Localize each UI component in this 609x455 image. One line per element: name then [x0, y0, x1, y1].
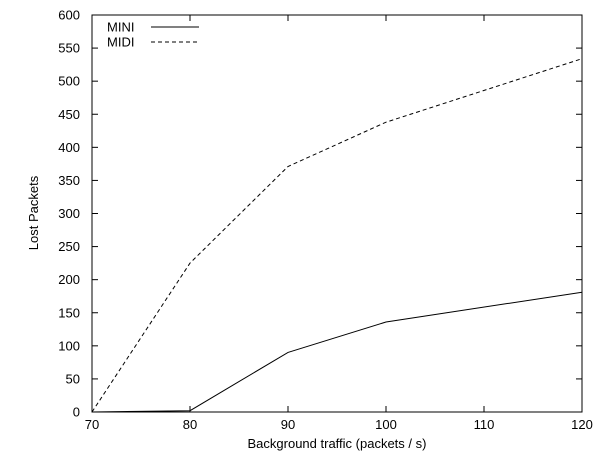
y-tick-label: 400 — [58, 140, 80, 155]
y-tick-label: 300 — [58, 206, 80, 221]
y-tick-label: 500 — [58, 74, 80, 89]
y-tick-label: 200 — [58, 272, 80, 287]
series-layer — [91, 58, 583, 413]
plot-frame — [91, 14, 583, 413]
y-tick-label: 0 — [73, 405, 80, 420]
x-tick-label: 80 — [183, 417, 197, 432]
series-line-mini — [91, 291, 583, 413]
y-tick-label: 550 — [58, 41, 80, 56]
x-tick-label: 100 — [375, 417, 397, 432]
y-tick-label: 50 — [66, 371, 80, 386]
legend-label: MIDI — [107, 35, 134, 50]
x-tick-label: 120 — [571, 417, 593, 432]
y-axis-label: Lost Packets — [26, 175, 41, 250]
x-tick-label: 70 — [85, 417, 99, 432]
y-axis: 0 50 100 150 200 250 300 350 400 450 500 550 600 — [58, 8, 582, 420]
x-axis: 70 80 90 100 110 120 — [85, 15, 593, 432]
y-tick-label: 600 — [58, 8, 80, 23]
x-tick-label: 110 — [474, 417, 495, 432]
y-tick-label: 150 — [58, 305, 80, 320]
y-tick-label: 250 — [58, 239, 80, 254]
x-axis-label: Background traffic (packets / s) — [248, 436, 427, 451]
legend-label: MINI — [107, 20, 134, 35]
x-tick-label: 90 — [281, 417, 295, 432]
y-tick-label: 100 — [58, 338, 80, 353]
y-tick-label: 450 — [58, 107, 80, 122]
series-line-midi — [91, 58, 583, 413]
y-tick-label: 350 — [58, 173, 80, 188]
